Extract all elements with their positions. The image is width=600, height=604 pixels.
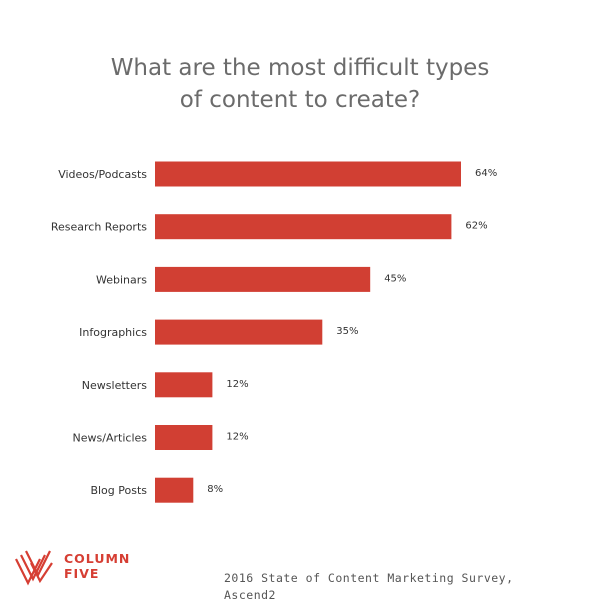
value-label: 64% bbox=[475, 168, 497, 179]
chart-title-line-2: of content to create? bbox=[179, 87, 421, 113]
category-label: Research Reports bbox=[51, 221, 147, 234]
chart-title: What are the most difficult types of con… bbox=[0, 52, 600, 116]
value-label: 8% bbox=[207, 484, 223, 495]
bar-infographics bbox=[155, 319, 323, 345]
bar-news-articles bbox=[155, 425, 213, 450]
value-label: 12% bbox=[226, 432, 248, 443]
category-label: Videos/Podcasts bbox=[58, 168, 147, 181]
source-line-1: 2016 State of Content Marketing Survey, bbox=[224, 571, 514, 585]
category-label: News/Articles bbox=[73, 432, 148, 445]
logo-line-2: FIVE bbox=[64, 566, 100, 581]
value-label: 62% bbox=[465, 221, 487, 232]
category-label: Webinars bbox=[96, 273, 147, 286]
bar-chart: Videos/Podcasts 64% Research Reports 62% Web… bbox=[51, 161, 497, 503]
bar-blog-posts bbox=[155, 477, 194, 503]
category-label: Blog Posts bbox=[90, 484, 147, 497]
source-line-2: Ascend2 bbox=[224, 588, 276, 602]
bar-videos-podcasts bbox=[155, 161, 461, 187]
bar-research-reports bbox=[155, 214, 452, 240]
logo-line-1: COLUMN bbox=[64, 551, 131, 566]
category-label: Newsletters bbox=[82, 379, 147, 392]
bar-newsletters bbox=[155, 372, 213, 398]
bar-webinars bbox=[155, 266, 371, 292]
value-label: 35% bbox=[336, 326, 358, 337]
logo-text: COLUMN FIVE bbox=[64, 551, 130, 581]
category-label: Infographics bbox=[79, 326, 147, 339]
column-five-logo-icon bbox=[15, 550, 53, 586]
value-label: 12% bbox=[226, 379, 248, 390]
chart-title-line-1: What are the most difficult types bbox=[110, 55, 490, 81]
value-label: 45% bbox=[384, 273, 406, 284]
source-note: 2016 State of Content Marketing Survey, … bbox=[224, 570, 564, 604]
